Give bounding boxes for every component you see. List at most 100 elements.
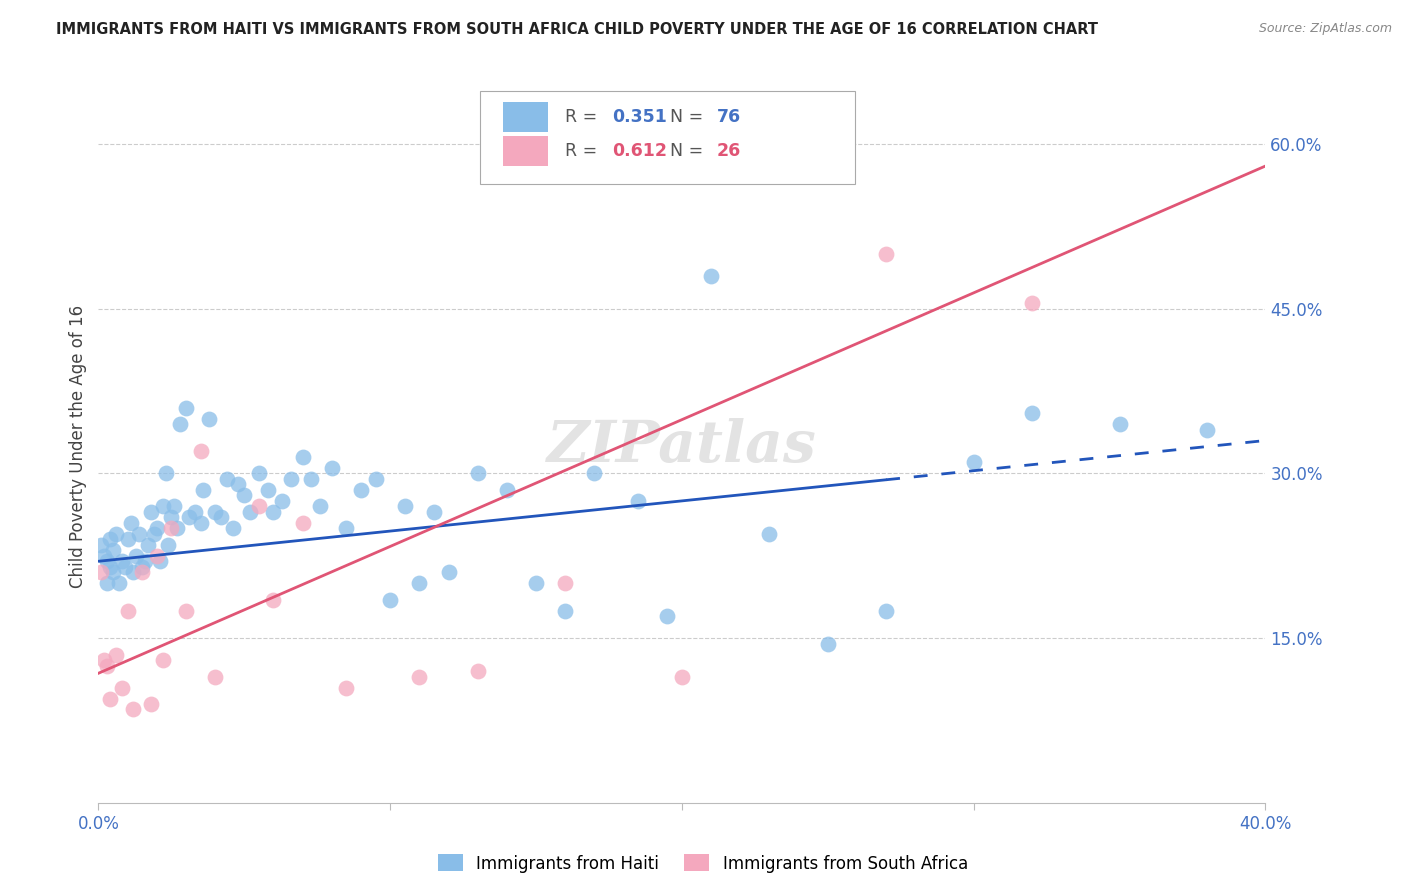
Point — [437, 566, 460, 580]
Point — [271, 494, 294, 508]
Point — [122, 702, 145, 716]
Point — [299, 472, 322, 486]
Point — [239, 505, 262, 519]
Point — [139, 505, 162, 519]
Point — [583, 467, 606, 481]
Point — [291, 450, 314, 464]
Point — [657, 609, 679, 624]
Legend: Immigrants from Haiti, Immigrants from South Africa: Immigrants from Haiti, Immigrants from S… — [432, 847, 974, 880]
Point — [160, 521, 183, 535]
Point — [524, 576, 547, 591]
Point — [1195, 423, 1218, 437]
Point — [101, 543, 124, 558]
Point — [1021, 406, 1043, 420]
Point — [467, 467, 489, 481]
Point — [204, 669, 226, 683]
Point — [111, 554, 134, 568]
Point — [111, 681, 134, 695]
Point — [117, 604, 139, 618]
Point — [174, 401, 197, 415]
Point — [131, 566, 153, 580]
Point — [134, 554, 156, 568]
Point — [875, 247, 897, 261]
Point — [256, 483, 278, 497]
Point — [152, 653, 174, 667]
Point — [169, 417, 191, 431]
Point — [120, 516, 142, 530]
Point — [758, 526, 780, 541]
Point — [190, 516, 212, 530]
Point — [108, 576, 131, 591]
Point — [152, 500, 174, 514]
Point — [90, 566, 112, 580]
Point — [378, 592, 402, 607]
Point — [98, 691, 121, 706]
Point — [142, 526, 165, 541]
Text: 0.612: 0.612 — [612, 142, 666, 160]
Point — [104, 648, 127, 662]
Point — [280, 472, 302, 486]
Point — [93, 653, 115, 667]
FancyBboxPatch shape — [503, 136, 548, 166]
Point — [627, 494, 650, 508]
Point — [93, 549, 115, 563]
Point — [157, 538, 180, 552]
Point — [122, 566, 145, 580]
Point — [408, 576, 430, 591]
Point — [128, 526, 150, 541]
Point — [177, 510, 200, 524]
Point — [335, 681, 357, 695]
Point — [554, 576, 576, 591]
Point — [394, 500, 416, 514]
Point — [1021, 296, 1043, 310]
Point — [139, 697, 162, 711]
Point — [98, 559, 121, 574]
Point — [190, 444, 212, 458]
Point — [160, 510, 183, 524]
Point — [96, 576, 118, 591]
Point — [149, 554, 172, 568]
Text: N =: N = — [671, 142, 709, 160]
Point — [700, 268, 723, 283]
Text: 76: 76 — [717, 108, 741, 126]
Point — [146, 549, 169, 563]
Point — [90, 538, 112, 552]
Point — [155, 467, 177, 481]
Point — [101, 566, 124, 580]
Point — [198, 411, 221, 425]
Point — [98, 533, 121, 547]
Point — [146, 521, 169, 535]
Text: N =: N = — [671, 108, 709, 126]
Point — [204, 505, 226, 519]
Point — [262, 505, 284, 519]
Text: R =: R = — [565, 142, 603, 160]
Point — [228, 477, 250, 491]
Point — [350, 483, 373, 497]
Text: Source: ZipAtlas.com: Source: ZipAtlas.com — [1258, 22, 1392, 36]
Point — [163, 500, 186, 514]
Point — [174, 604, 197, 618]
Point — [335, 521, 357, 535]
Text: 26: 26 — [717, 142, 741, 160]
Point — [495, 483, 517, 497]
Point — [183, 505, 205, 519]
Text: R =: R = — [565, 108, 603, 126]
Text: IMMIGRANTS FROM HAITI VS IMMIGRANTS FROM SOUTH AFRICA CHILD POVERTY UNDER THE AG: IMMIGRANTS FROM HAITI VS IMMIGRANTS FROM… — [56, 22, 1098, 37]
Point — [408, 669, 430, 683]
Point — [817, 637, 839, 651]
Point — [166, 521, 188, 535]
Point — [247, 500, 270, 514]
Point — [321, 461, 343, 475]
Y-axis label: Child Poverty Under the Age of 16: Child Poverty Under the Age of 16 — [69, 304, 87, 588]
Point — [209, 510, 232, 524]
FancyBboxPatch shape — [503, 102, 548, 132]
Point — [875, 604, 897, 618]
Text: ZIPatlas: ZIPatlas — [547, 417, 817, 475]
Point — [309, 500, 332, 514]
Point — [114, 559, 136, 574]
Point — [117, 533, 139, 547]
Point — [233, 488, 256, 502]
Point — [221, 521, 243, 535]
Point — [423, 505, 446, 519]
Point — [364, 472, 387, 486]
